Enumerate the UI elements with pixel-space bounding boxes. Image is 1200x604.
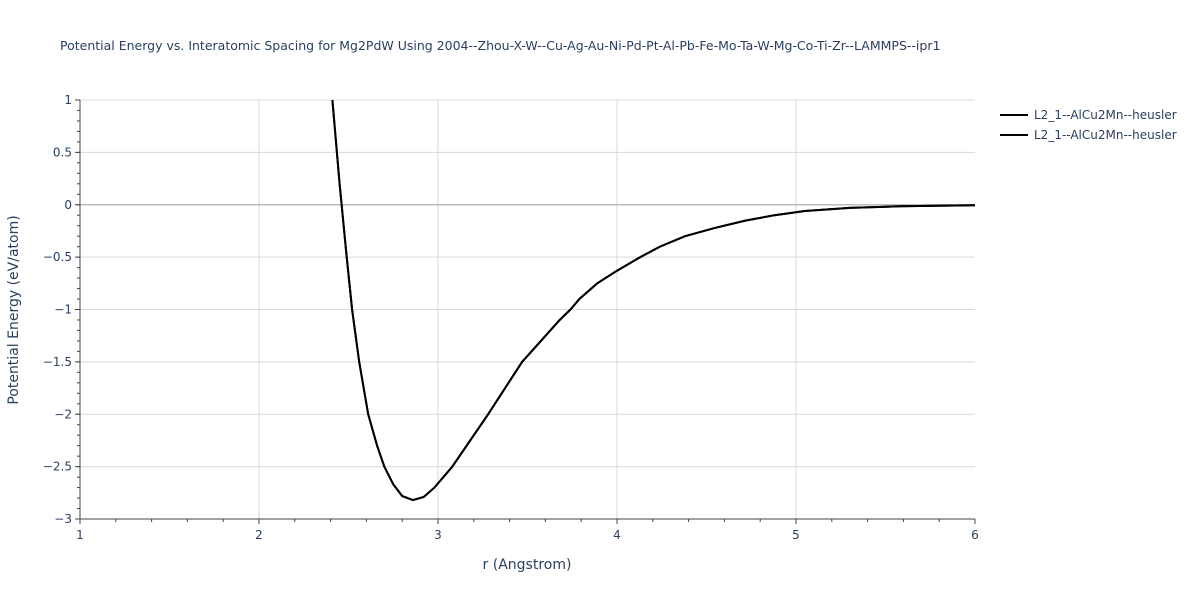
legend: L2_1--AlCu2Mn--heusler L2_1--AlCu2Mn--heu… bbox=[1000, 108, 1177, 142]
x-tick-label: 5 bbox=[792, 528, 800, 542]
y-tick-label: −2 bbox=[54, 407, 72, 421]
x-axis-label: r (Angstrom) bbox=[483, 557, 572, 573]
ticks: 1 2 3 4 5 6 1 0.5 0 −0.5 −1 −1.5 −2 −2.5 −3 bbox=[43, 93, 979, 542]
y-tick-label: 0.5 bbox=[53, 145, 72, 159]
x-tick-label: 2 bbox=[255, 528, 263, 542]
chart-title: Potential Energy vs. Interatomic Spacing… bbox=[60, 38, 940, 53]
y-tick-label: 0 bbox=[64, 198, 72, 212]
y-tick-label: −0.5 bbox=[43, 250, 72, 264]
x-tick-label: 1 bbox=[76, 528, 84, 542]
grid bbox=[80, 99, 975, 520]
y-tick-label: −2.5 bbox=[43, 460, 72, 474]
x-tick-label: 3 bbox=[434, 528, 442, 542]
y-tick-label: 1 bbox=[64, 93, 72, 107]
legend-label: L2_1--AlCu2Mn--heusler bbox=[1034, 108, 1177, 122]
y-tick-label: −3 bbox=[54, 512, 72, 526]
x-tick-label: 4 bbox=[613, 528, 621, 542]
x-tick-label: 6 bbox=[971, 528, 979, 542]
y-axis-label: Potential Energy (eV/atom) bbox=[6, 215, 22, 404]
series-line-1 bbox=[331, 99, 976, 502]
series-lines bbox=[331, 99, 976, 502]
legend-label: L2_1--AlCu2Mn--heusler bbox=[1034, 128, 1177, 142]
y-tick-label: −1 bbox=[54, 303, 72, 317]
series-line-2 bbox=[331, 99, 976, 502]
y-tick-label: −1.5 bbox=[43, 355, 72, 369]
